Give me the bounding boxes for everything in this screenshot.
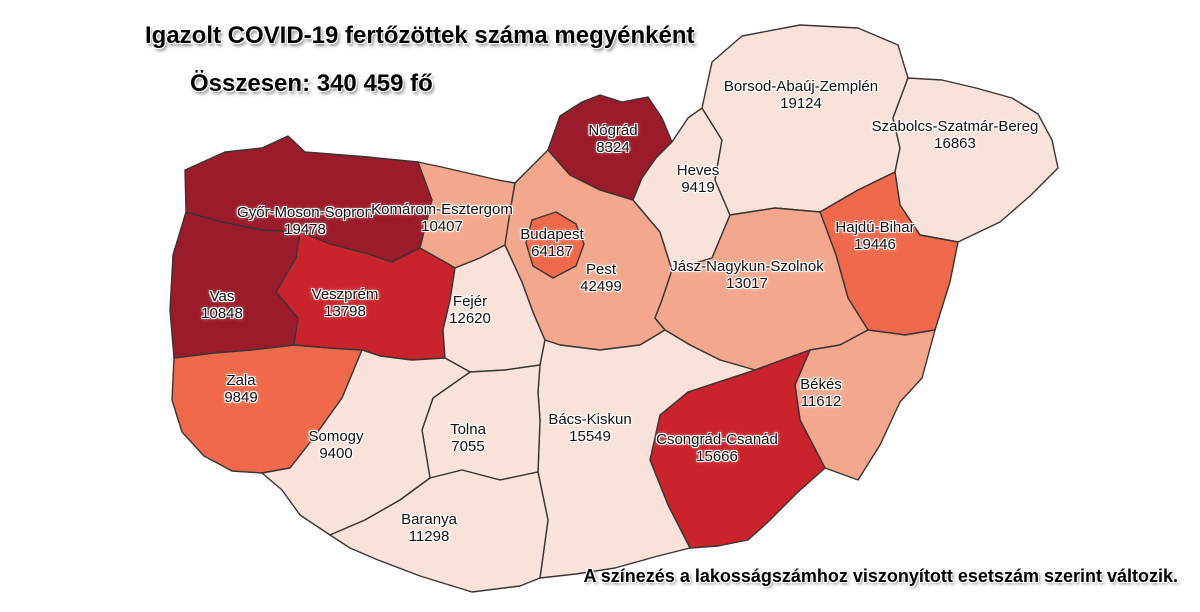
county-nograd [547, 94, 673, 201]
county-budapest [525, 211, 585, 279]
color-scale-note: A színezés a lakosságszámhoz viszonyítot… [583, 566, 1178, 586]
county-baranya [329, 469, 549, 593]
total-count: Összesen: 340 459 fő [190, 70, 433, 97]
page-title: Igazolt COVID-19 fertőzöttek száma megyé… [145, 22, 695, 49]
county-szabolcs-szatmar-bereg [892, 77, 1059, 243]
